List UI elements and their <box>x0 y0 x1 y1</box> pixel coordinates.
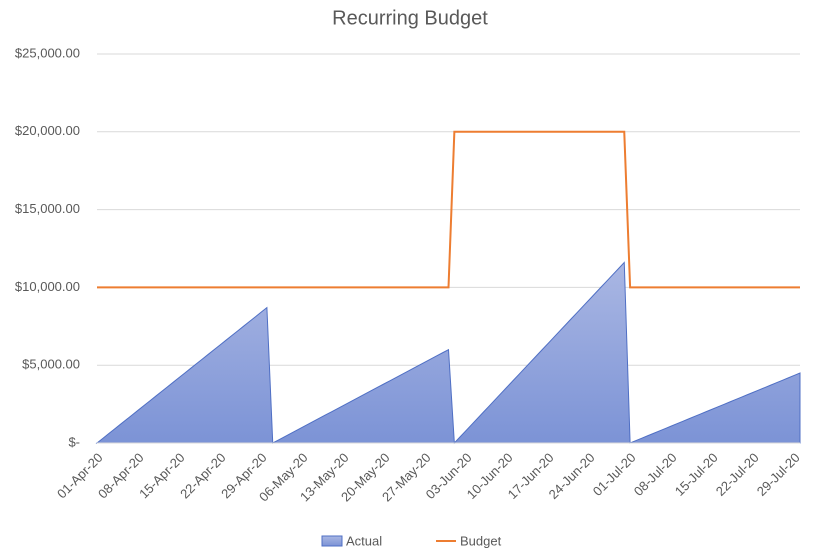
legend-label: Actual <box>346 533 382 548</box>
y-tick-label: $10,000.00 <box>15 279 80 294</box>
x-tick-label: 01-Jul-20 <box>590 450 639 499</box>
x-tick-label: 29-Jul-20 <box>754 450 803 499</box>
x-tick-label: 22-Jul-20 <box>713 450 762 499</box>
actual-area <box>95 261 801 445</box>
legend-label: Budget <box>460 533 502 548</box>
chart-title: Recurring Budget <box>332 7 488 29</box>
x-tick-label: 08-Jul-20 <box>631 450 680 499</box>
legend-swatch <box>321 535 343 547</box>
y-tick-label: $20,000.00 <box>15 123 80 138</box>
y-tick-label: $- <box>68 434 80 449</box>
y-tick-label: $25,000.00 <box>15 45 80 60</box>
budget-line <box>97 130 800 289</box>
y-tick-label: $5,000.00 <box>22 357 80 372</box>
x-tick-label: 15-Jul-20 <box>672 450 721 499</box>
y-tick-label: $15,000.00 <box>15 201 80 216</box>
